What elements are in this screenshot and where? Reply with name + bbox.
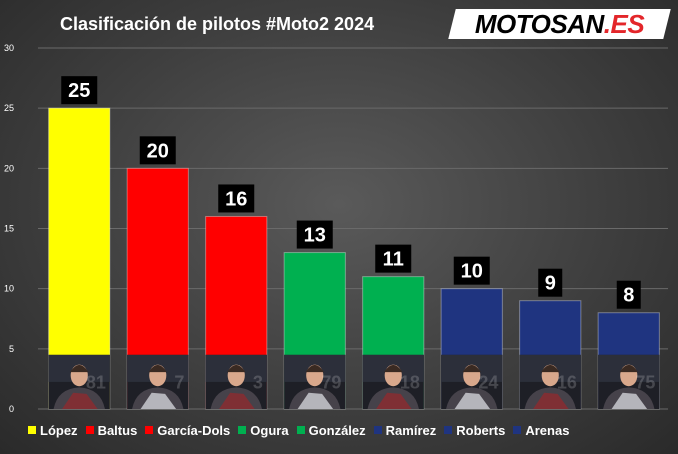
y-tick-label: 15 [4, 224, 14, 234]
data-label-box [616, 280, 641, 309]
y-tick-label: 30 [4, 43, 14, 53]
legend-swatch [444, 426, 453, 434]
rider-number: 16 [557, 372, 577, 392]
y-tick-label: 25 [4, 103, 14, 113]
legend-item: Ramírez [373, 422, 437, 438]
rider-hair [227, 364, 246, 373]
rider-suit [533, 392, 569, 409]
legend-label: Roberts [456, 422, 506, 438]
rider-hair [70, 364, 89, 373]
rider-hair [462, 364, 481, 373]
data-label-box [375, 244, 412, 273]
rider-number: 18 [400, 372, 420, 392]
legend-item: Roberts [444, 423, 505, 438]
data-label-box [453, 256, 490, 285]
rider-suit [219, 392, 255, 409]
y-tick-label: 10 [4, 284, 14, 294]
rider-number: 75 [635, 372, 655, 392]
legend-item: González [296, 422, 366, 438]
legend-label: Arenas [525, 422, 570, 438]
legend-swatch [85, 426, 94, 434]
data-label: 13 [304, 225, 326, 247]
data-label: 11 [383, 249, 404, 271]
legend-item: Ogura [238, 422, 289, 438]
rider-hair [619, 364, 638, 373]
legend-label: García-Dols [157, 422, 231, 438]
y-tick-label: 0 [9, 404, 14, 414]
y-tick-label: 5 [9, 344, 14, 354]
data-label: 10 [461, 261, 483, 283]
rider-suit [140, 392, 177, 409]
legend-label: González [308, 422, 366, 438]
legend-swatch [145, 426, 154, 434]
data-label-box [296, 220, 333, 249]
legend-label: Baltus [97, 422, 138, 438]
rider-hair [541, 364, 560, 373]
data-label: 25 [68, 80, 90, 102]
legend-label: López [40, 422, 78, 438]
legend-item: Arenas [513, 423, 569, 438]
data-label-box [139, 136, 176, 165]
data-label-box [61, 76, 98, 105]
data-label: 9 [545, 273, 556, 295]
data-label-box [218, 184, 255, 213]
chart-legend: López Baltus García-Dols Ogura González Ramír… [28, 420, 668, 440]
legend-swatch [238, 426, 247, 434]
rider-hair [384, 364, 403, 373]
data-label: 16 [225, 188, 247, 210]
data-label-box [538, 268, 563, 297]
rider-suit [376, 392, 412, 409]
rider-number: 81 [86, 372, 106, 392]
legend-swatch [296, 426, 305, 434]
legend-swatch [373, 426, 382, 434]
legend-label: Ogura [250, 422, 289, 438]
legend-item: García-Dols [145, 423, 230, 438]
legend-swatch [28, 426, 36, 434]
rider-number: 79 [321, 372, 341, 392]
rider-suit [297, 392, 334, 409]
y-tick-label: 20 [4, 163, 14, 173]
rider-suit [454, 392, 491, 409]
rider-hair [305, 364, 324, 373]
rider-number: 7 [174, 372, 184, 392]
rider-hair [148, 364, 167, 373]
rider-suit [611, 392, 648, 409]
rider-number: 24 [478, 372, 498, 392]
legend-item: López [28, 423, 78, 438]
rider-number: 3 [253, 372, 263, 392]
chart-title: Clasificación de pilotos #Moto2 2024 [60, 14, 375, 34]
legend-item: Baltus [85, 422, 138, 438]
legend-swatch [513, 426, 522, 434]
legend-label: Ramírez [385, 422, 437, 438]
data-label: 8 [623, 285, 634, 307]
data-label: 20 [147, 140, 169, 162]
rider-suit [62, 392, 98, 409]
